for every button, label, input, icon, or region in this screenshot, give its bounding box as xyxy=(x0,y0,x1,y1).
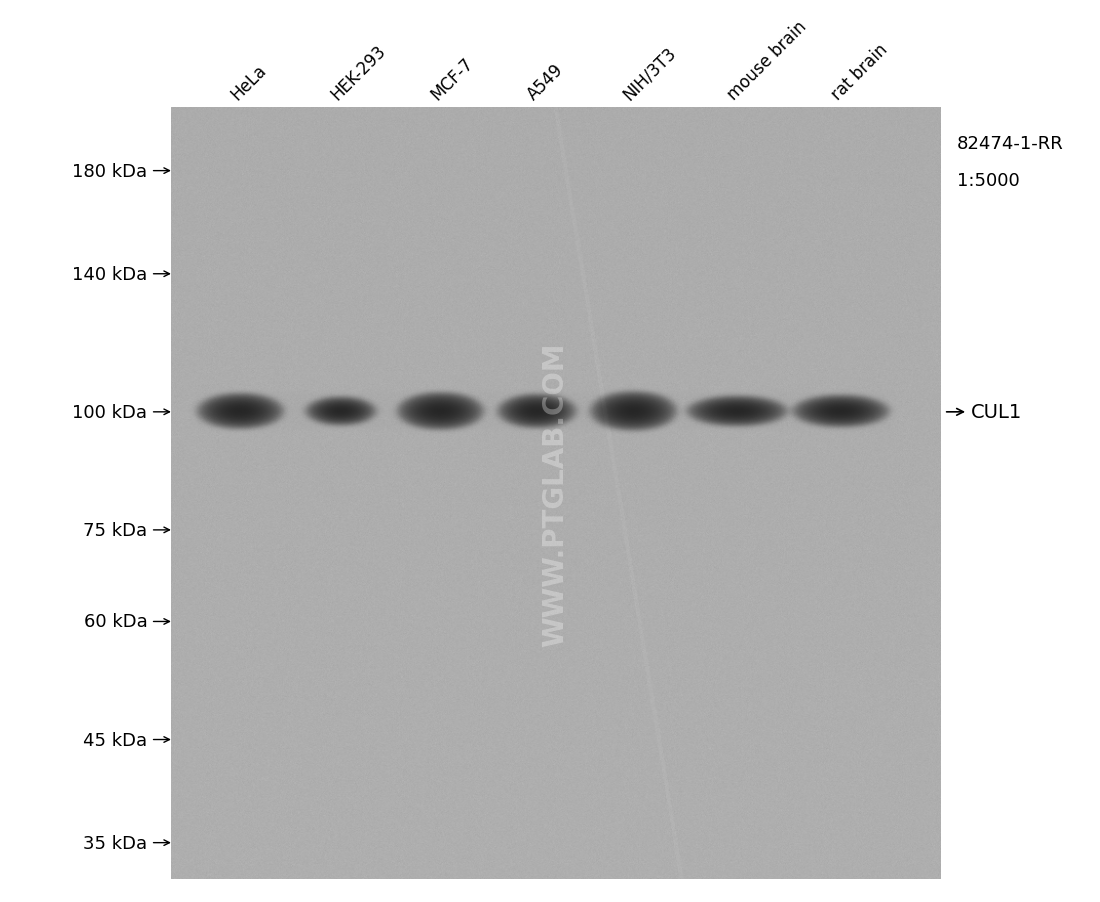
Text: HEK-293: HEK-293 xyxy=(327,41,389,104)
Text: 100 kDa: 100 kDa xyxy=(73,403,147,421)
Text: HeLa: HeLa xyxy=(227,61,270,104)
Text: CUL1: CUL1 xyxy=(971,403,1023,422)
Text: 75 kDa: 75 kDa xyxy=(84,521,147,539)
Text: 60 kDa: 60 kDa xyxy=(84,612,147,630)
Text: 140 kDa: 140 kDa xyxy=(73,265,147,283)
Text: 180 kDa: 180 kDa xyxy=(73,162,147,180)
Text: MCF-7: MCF-7 xyxy=(427,54,476,104)
Text: mouse brain: mouse brain xyxy=(724,18,810,104)
Text: WWW.PTGLAB.COM: WWW.PTGLAB.COM xyxy=(541,342,570,646)
Text: 82474-1-RR: 82474-1-RR xyxy=(957,135,1064,153)
Text: 35 kDa: 35 kDa xyxy=(84,833,147,851)
Text: NIH/3T3: NIH/3T3 xyxy=(619,43,680,104)
Text: A549: A549 xyxy=(524,60,567,104)
Text: rat brain: rat brain xyxy=(827,41,891,104)
Text: 45 kDa: 45 kDa xyxy=(84,731,147,749)
Text: 1:5000: 1:5000 xyxy=(957,171,1020,189)
